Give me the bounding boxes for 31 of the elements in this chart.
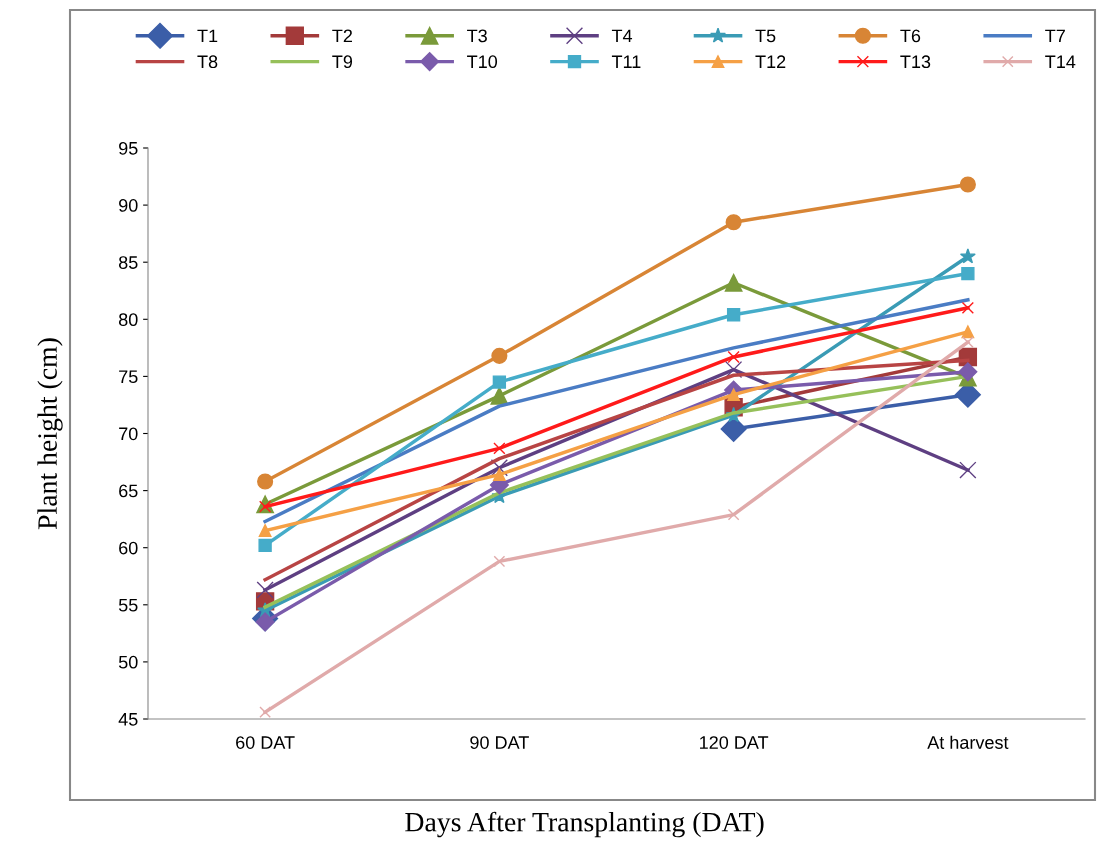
y-tick-label: 65 (119, 484, 138, 498)
x-tick-label: 120 DAT (700, 736, 769, 749)
legend-label: T7 (1045, 29, 1065, 43)
y-tick-label: 50 (118, 655, 138, 669)
legend-label: T10 (467, 55, 498, 69)
x-tick-label: At harvest (927, 735, 1009, 749)
legend-label: T1 (197, 29, 218, 43)
y-tick-label: 70 (119, 427, 138, 441)
y-tick-label: 85 (118, 256, 138, 269)
legend-label: T2 (332, 29, 352, 43)
legend-label: T14 (1045, 55, 1076, 68)
y-axis-title: Plant height (cm) (37, 338, 63, 530)
y-tick-label: 80 (118, 313, 138, 327)
legend-label: T11 (611, 55, 641, 68)
legend-label: T3 (467, 29, 487, 43)
y-tick-label: 60 (119, 541, 138, 555)
y-tick-label: 55 (118, 598, 138, 612)
legend-label: T8 (197, 55, 218, 69)
x-axis-title: Days After Transplanting (DAT) (405, 811, 764, 838)
legend-label: T9 (332, 55, 353, 69)
y-tick-label: 75 (119, 370, 138, 384)
legend-label: T13 (900, 55, 931, 69)
legend-label: T4 (611, 29, 633, 43)
legend-label: T12 (755, 55, 786, 68)
legend-label: T6 (900, 29, 921, 43)
x-tick-label: 90 DAT (470, 736, 529, 749)
y-tick-label: 90 (119, 199, 138, 212)
legend-label: T5 (755, 29, 776, 43)
y-tick-label: 45 (118, 713, 138, 726)
y-tick-label: 95 (119, 141, 138, 155)
x-tick-label: 60 DAT (236, 736, 295, 749)
